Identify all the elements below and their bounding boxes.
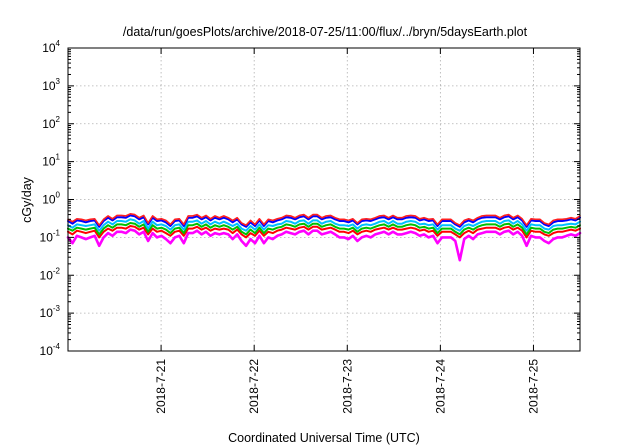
x-axis-label: Coordinated Universal Time (UTC): [228, 431, 420, 445]
series-line: [67, 225, 581, 239]
y-axis-label: cGy/day: [20, 176, 34, 223]
series-line: [67, 222, 581, 236]
x-tick-label: 2018-7-22: [247, 359, 261, 414]
series-line: [66, 228, 582, 262]
series-line: [67, 213, 581, 226]
y-tick-label: 10-4: [40, 342, 61, 358]
x-tick-label: 2018-7-21: [154, 359, 168, 414]
y-tick-label: 10-2: [40, 266, 61, 282]
y-axis: 10-4 10-3 10-2 10-1 100 101 102 103 104: [40, 39, 580, 358]
x-tick-label: 2018-7-24: [433, 359, 447, 414]
grid: [68, 48, 580, 351]
x-axis: 2018-7-21 2018-7-22 2018-7-23 2018-7-24 2018…: [154, 48, 540, 414]
y-tick-label: 10-1: [40, 228, 61, 244]
series-layer: [66, 213, 582, 262]
series-line: [67, 218, 581, 232]
x-tick-label: 2018-7-25: [526, 359, 540, 414]
y-tick-label: 101: [42, 153, 60, 169]
y-tick-label: 10-3: [40, 304, 61, 320]
x-tick-label: 2018-7-23: [340, 359, 354, 414]
y-tick-label: 104: [42, 39, 60, 55]
y-tick-label: 100: [42, 191, 60, 207]
y-tick-label: 102: [42, 115, 60, 131]
chart-title: /data/run/goesPlots/archive/2018-07-25/1…: [123, 25, 528, 39]
y-tick-label: 103: [42, 77, 60, 93]
series-line: [67, 214, 581, 228]
